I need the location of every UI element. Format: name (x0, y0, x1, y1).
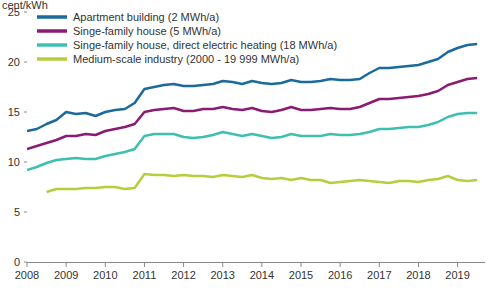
x-tick (144, 262, 145, 267)
legend-swatch (37, 57, 67, 61)
y-tick-label: 10 (8, 156, 20, 168)
x-tick (418, 262, 419, 267)
plot-area (27, 44, 477, 192)
x-axis (27, 262, 485, 263)
x-tick-label: 2018 (406, 269, 430, 281)
x-tick (379, 262, 380, 267)
x-tick-label: 2012 (171, 269, 195, 281)
y-tick-label: 5 (14, 206, 20, 218)
x-tick (222, 262, 223, 267)
x-tick (340, 262, 341, 267)
legend-label: Singe-family house (5 MWh/a) (73, 25, 221, 37)
series-line (27, 113, 477, 170)
x-tick (105, 262, 106, 267)
legend-swatch (37, 29, 67, 33)
x-tick (261, 262, 262, 267)
x-tick (301, 262, 302, 267)
x-tick-label: 2015 (289, 269, 313, 281)
y-tick-label: 0 (14, 256, 20, 268)
x-tick-label: 2014 (250, 269, 274, 281)
y-tick (24, 162, 27, 163)
x-tick (183, 262, 184, 267)
y-tick (24, 12, 27, 13)
x-tick-label: 2019 (445, 269, 469, 281)
x-tick-label: 2013 (210, 269, 234, 281)
x-tick-label: 2011 (133, 269, 157, 281)
chart: 0510152025200820092010201120122013201420… (0, 0, 497, 302)
x-tick-label: 2009 (54, 269, 78, 281)
y-tick (24, 212, 27, 213)
x-tick (27, 262, 28, 267)
y-tick (24, 62, 27, 63)
x-tick-label: 2017 (367, 269, 391, 281)
legend-swatch (37, 43, 67, 47)
x-tick-label: 2016 (328, 269, 352, 281)
y-tick (24, 112, 27, 113)
series-line (27, 44, 477, 131)
x-tick (457, 262, 458, 267)
legend-swatch (37, 15, 67, 19)
y-tick-label: 15 (8, 106, 20, 118)
x-tick (66, 262, 67, 267)
legend-label: Singe-family house, direct electric heat… (73, 39, 337, 51)
legend-label: Apartment building (2 MWh/a) (73, 11, 219, 23)
legend-label: Medium-scale industry (2000 - 19 999 MWh… (73, 53, 299, 65)
y-tick-label: 20 (8, 56, 20, 68)
series-line (47, 174, 478, 192)
x-tick-label: 2008 (15, 269, 39, 281)
x-tick-label: 2010 (93, 269, 117, 281)
y-axis-label: cent/kWh (2, 0, 48, 11)
series-line (27, 78, 477, 149)
